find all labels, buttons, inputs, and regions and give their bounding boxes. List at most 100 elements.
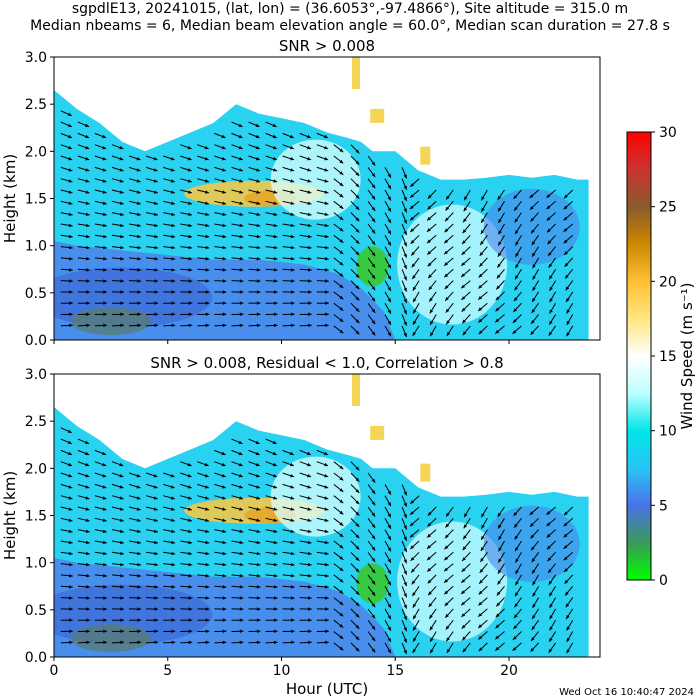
wind-arrow-head [546, 533, 551, 538]
wind-arrow-head [480, 241, 484, 245]
wind-arrow-head [371, 252, 376, 257]
colorbar-tick-label: 20 [659, 274, 677, 290]
wind-arrow-head [532, 615, 536, 619]
wind-arrow-head [497, 195, 502, 200]
wind-arrow-head [371, 625, 376, 630]
wind-arrow-head [154, 212, 158, 216]
wind-arrow-head [222, 312, 227, 316]
wind-arrow-head [546, 216, 551, 221]
wind-arrow-head [339, 465, 344, 470]
wind-arrow-head [120, 301, 124, 305]
wind-arrow-head [204, 145, 209, 150]
wind-arrow-head [387, 275, 391, 280]
wind-arrow-head [187, 145, 192, 150]
y-tick-label: 1.0 [25, 556, 47, 572]
wind-arrow-head [85, 440, 89, 444]
wind-arrow-head [222, 574, 227, 578]
wind-arrow-head [564, 568, 568, 572]
wind-arrow-head [238, 474, 243, 478]
wind-arrow-head [171, 629, 176, 633]
wind-arrow-head [461, 613, 466, 617]
wind-arrow-head [324, 134, 328, 139]
colorbar-tick-label: 25 [659, 200, 677, 216]
wind-arrow-head [463, 207, 468, 212]
wind-arrow-head [324, 223, 329, 228]
wind-arrow-head [273, 290, 278, 294]
wind-arrow-head [371, 320, 376, 325]
wind-arrow-head [239, 629, 244, 633]
wind-arrow-head [102, 190, 107, 194]
wind-arrow-head [307, 562, 312, 567]
wind-arrow-head [355, 262, 360, 267]
wind-arrow-head [205, 245, 210, 250]
wind-arrow-head [137, 585, 141, 589]
wind-arrow-head [188, 529, 192, 533]
wind-arrow-head [339, 601, 344, 605]
wind-arrow-head [256, 312, 261, 316]
wind-arrow-head [153, 485, 158, 489]
wind-arrow-head [256, 279, 261, 283]
wind-arrow-head [171, 290, 176, 294]
wind-arrow-head [549, 286, 553, 291]
wind-arrow-head [103, 640, 107, 645]
wind-arrow-head [119, 157, 124, 161]
wind-arrow-head [103, 312, 107, 316]
wind-arrow-head [411, 568, 415, 573]
wind-arrow-head [239, 323, 244, 328]
wind-arrow-head [221, 145, 226, 150]
wind-arrow-head [154, 562, 159, 567]
wind-arrow-head [68, 485, 73, 489]
wind-arrow-head [222, 268, 227, 272]
wind-arrow-head [222, 290, 227, 294]
wind-arrow-head [188, 290, 193, 294]
wind-arrow-head [120, 234, 124, 239]
wind-arrow-head [324, 474, 329, 478]
wind-arrow-head [497, 263, 501, 268]
wind-arrow-head [119, 529, 124, 533]
wind-arrow-head [548, 648, 553, 653]
wind-arrow-head [530, 534, 535, 539]
wind-arrow-head [86, 279, 90, 283]
wind-arrow-head [410, 194, 414, 198]
wind-arrow-head [272, 145, 277, 150]
wind-arrow-head [188, 629, 193, 633]
wind-arrow-head [546, 205, 551, 210]
wind-arrow-head [514, 603, 518, 608]
wind-arrow-head [444, 262, 448, 266]
wind-arrow-head [273, 496, 278, 500]
wind-arrow-head [170, 496, 175, 500]
wind-arrow-head [387, 604, 391, 608]
wind-arrow-head [154, 618, 159, 622]
wind-arrow-head [355, 477, 360, 482]
wind-arrow-head [273, 485, 278, 489]
wind-arrow-head [256, 496, 261, 500]
panel-2-plot-area [54, 374, 589, 657]
wind-arrow-head [339, 522, 344, 526]
wind-arrow-head [515, 581, 519, 586]
wind-arrow-head [85, 529, 90, 533]
wind-arrow-head [239, 201, 244, 205]
wind-arrow-head [171, 201, 175, 205]
wind-arrow-head [339, 556, 344, 560]
wind-arrow-head [290, 223, 295, 228]
wind-arrow-head [515, 253, 519, 257]
wind-arrow-head [339, 205, 344, 209]
wind-arrow-head [564, 579, 569, 584]
wind-arrow-head [256, 585, 261, 589]
wind-arrow-head [427, 511, 432, 516]
wind-arrow-head [68, 529, 73, 533]
wind-arrow-head [103, 596, 107, 600]
wind-arrow-head [306, 134, 311, 139]
wind-arrow-head [85, 485, 90, 489]
wind-arrow-head [136, 485, 141, 489]
wind-arrow-head [307, 462, 311, 467]
wind-arrow-head [291, 312, 295, 316]
wind-arrow-head [513, 297, 518, 302]
wind-arrow-head [137, 257, 141, 261]
wind-arrow-head [205, 640, 210, 645]
wind-arrow-head [137, 596, 142, 600]
wind-arrow-head [239, 618, 244, 622]
wind-arrow-head [85, 157, 90, 161]
wind-arrow-head [68, 201, 73, 205]
wind-arrow-head [69, 301, 73, 305]
